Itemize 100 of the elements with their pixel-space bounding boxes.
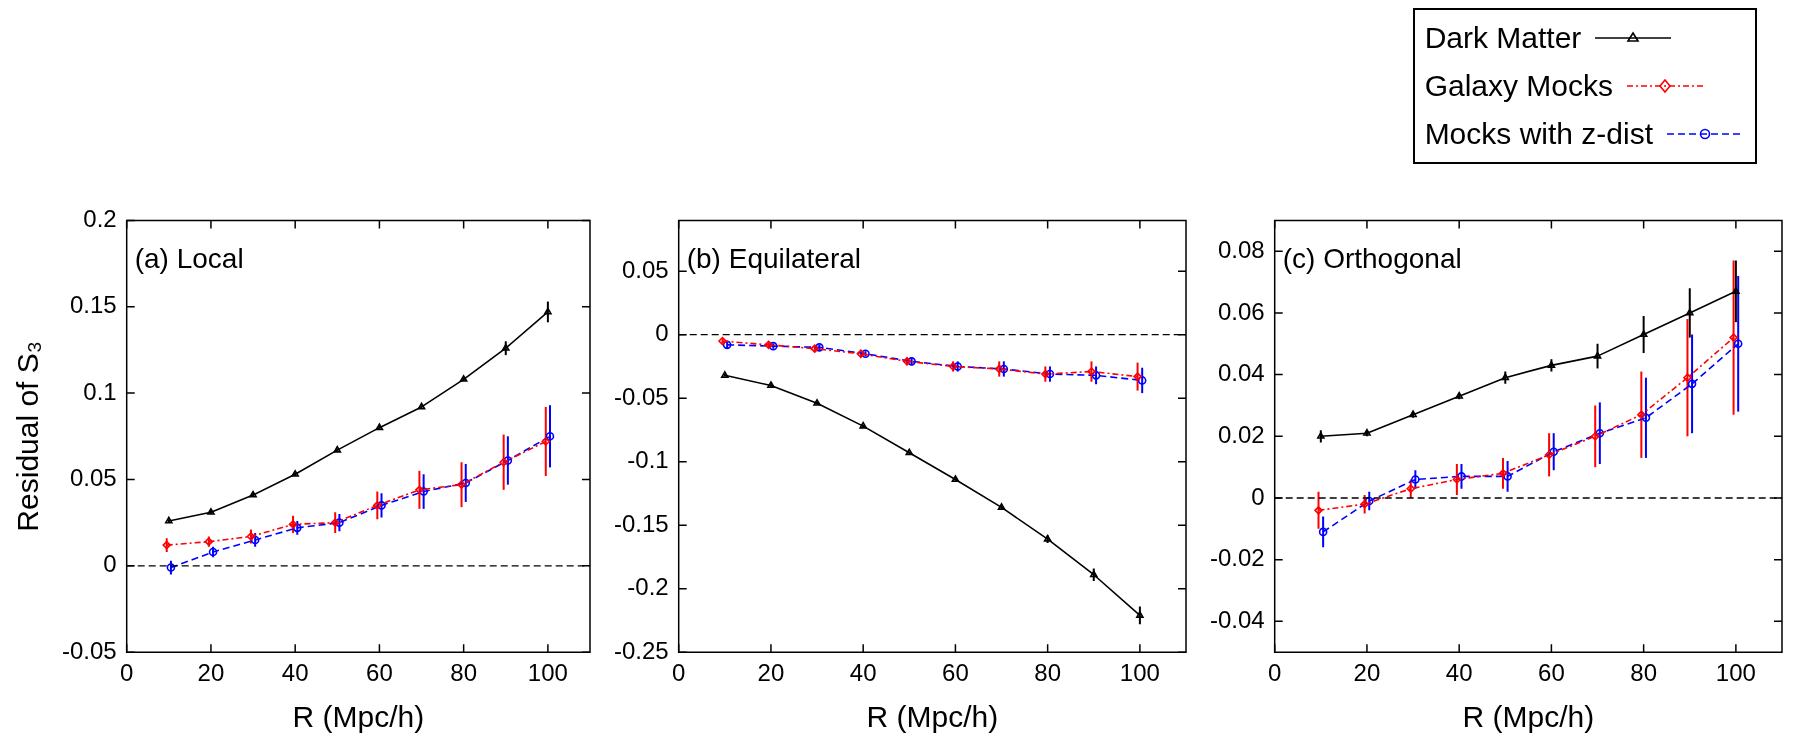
x-tick-label: 100 xyxy=(527,659,568,687)
point xyxy=(948,362,958,371)
point xyxy=(1501,373,1510,381)
point xyxy=(1683,373,1692,382)
point xyxy=(377,501,386,510)
point xyxy=(1590,432,1600,441)
point xyxy=(768,341,778,351)
point xyxy=(1544,450,1554,460)
point xyxy=(330,518,340,527)
point xyxy=(810,344,820,353)
point xyxy=(1685,308,1694,316)
x-tick-label: 0 xyxy=(672,659,686,687)
x-tick-label: 20 xyxy=(757,659,785,687)
point xyxy=(1087,367,1096,376)
x-tick-label: 100 xyxy=(1119,659,1160,687)
x-axis-title: R (Mpc/h) xyxy=(292,700,425,734)
x-tick-label: 80 xyxy=(1630,659,1657,687)
y-tick-label: -0.02 xyxy=(1210,544,1265,572)
x-tick-label: 0 xyxy=(120,659,134,687)
y-tick-label: -0.2 xyxy=(627,573,669,601)
point xyxy=(1595,428,1605,438)
point xyxy=(1137,376,1147,385)
point xyxy=(162,540,172,550)
x-tick-label: 100 xyxy=(1715,659,1756,687)
point xyxy=(1406,484,1416,494)
point xyxy=(166,563,176,572)
y-tick-label: 0.05 xyxy=(69,464,117,492)
point xyxy=(373,501,382,510)
point xyxy=(1136,611,1144,618)
x-tick-label: 40 xyxy=(1445,659,1473,687)
y-tick-label: 0.04 xyxy=(1217,359,1265,387)
point xyxy=(994,364,1004,374)
x-tick-label: 20 xyxy=(197,659,225,687)
x-tick-label: 80 xyxy=(1034,659,1061,687)
y-tick-label: -0.1 xyxy=(627,446,669,474)
y-tick-label: 0.1 xyxy=(83,377,117,405)
x-axis-title: R (Mpc/h) xyxy=(866,700,999,734)
y-tick-label: -0.15 xyxy=(614,509,669,537)
point xyxy=(204,537,214,546)
point xyxy=(1133,372,1142,381)
x-tick-label: 60 xyxy=(1538,659,1565,687)
point xyxy=(1360,499,1369,509)
y-tick-label: 0.05 xyxy=(621,255,669,283)
y-tick-label: 0.02 xyxy=(1217,420,1265,448)
text: (a) Local xyxy=(134,243,244,275)
y-tick-label: 0 xyxy=(1251,482,1265,510)
y-tick-label: -0.25 xyxy=(614,636,669,664)
point xyxy=(1045,369,1055,379)
y-tick-label: -0.05 xyxy=(62,636,117,664)
point xyxy=(1041,369,1050,379)
x-axis-title: R (Mpc/h) xyxy=(1462,700,1595,734)
point xyxy=(545,432,555,441)
point xyxy=(1503,472,1512,481)
point xyxy=(1547,361,1556,368)
point xyxy=(288,520,298,529)
x-tick-label: 80 xyxy=(450,659,477,687)
y-tick-label: 0.06 xyxy=(1217,297,1265,325)
point xyxy=(544,307,552,315)
x-tick-label: 60 xyxy=(942,659,969,687)
point xyxy=(1549,447,1559,457)
point xyxy=(1452,475,1462,484)
point xyxy=(1498,469,1508,478)
point xyxy=(415,485,424,495)
point xyxy=(1364,496,1374,506)
point xyxy=(999,364,1009,374)
y-tick-label: 0.15 xyxy=(69,291,117,319)
point xyxy=(1639,330,1648,338)
point xyxy=(1641,413,1651,423)
x-tick-label: 0 xyxy=(1268,659,1282,687)
point xyxy=(856,349,866,359)
text: (b) Equilateral xyxy=(686,243,862,275)
point xyxy=(1457,472,1466,481)
point xyxy=(1411,475,1420,484)
point xyxy=(1687,379,1697,389)
point xyxy=(541,437,551,446)
y-tick-label: 0 xyxy=(103,550,117,578)
point xyxy=(1733,339,1743,349)
point xyxy=(953,362,963,371)
point xyxy=(902,357,912,366)
x-tick-label: 40 xyxy=(849,659,877,687)
point xyxy=(1316,432,1325,439)
point xyxy=(1314,506,1323,515)
x-tick-label: 20 xyxy=(1353,659,1381,687)
y-axis-title: Residual of S₃ xyxy=(11,340,45,532)
point xyxy=(208,547,218,557)
x-tick-label: 40 xyxy=(281,659,309,687)
legend-label: Dark Matter xyxy=(1424,20,1582,56)
point xyxy=(1732,287,1740,294)
point xyxy=(246,532,256,541)
x-tick-label: 60 xyxy=(366,659,393,687)
point xyxy=(335,518,344,527)
y-tick-label: 0 xyxy=(655,319,669,347)
point xyxy=(1593,351,1602,359)
point xyxy=(499,457,508,467)
point xyxy=(419,487,428,496)
y-tick-label: 0.08 xyxy=(1217,235,1265,263)
legend-label: Galaxy Mocks xyxy=(1424,68,1614,104)
point xyxy=(1729,333,1738,342)
y-tick-label: -0.04 xyxy=(1210,605,1265,633)
point xyxy=(501,343,510,351)
